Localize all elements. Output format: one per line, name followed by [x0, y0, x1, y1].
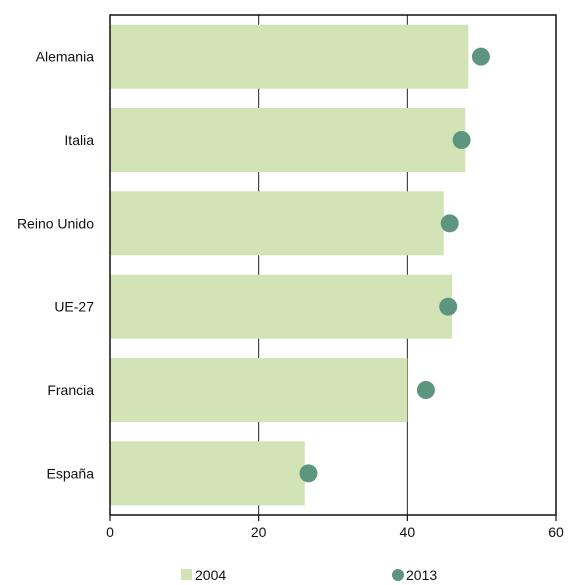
bar-2004 — [110, 358, 408, 422]
dot-2013 — [471, 47, 490, 66]
bar-2004 — [110, 191, 444, 256]
legend-swatch-2004 — [181, 569, 192, 580]
plot-frame — [109, 14, 557, 516]
legend-swatch-2013 — [392, 569, 404, 581]
bars-2004 — [110, 24, 469, 506]
gridlines — [258, 15, 408, 515]
x-axis-ticks: 0 20 40 60 — [106, 515, 564, 540]
dot-2013 — [439, 297, 458, 316]
dot-2013 — [299, 464, 318, 483]
category-labels: Alemania Italia Reino Unido UE-27 Francia Esp… — [17, 49, 94, 482]
category-label: Francia — [47, 382, 94, 398]
x-tick-label: 60 — [548, 524, 564, 540]
category-label: UE-27 — [54, 299, 94, 315]
x-tick-label: 20 — [251, 524, 267, 540]
legend-label-2013: 2013 — [406, 567, 437, 583]
legend-label-2004: 2004 — [195, 567, 226, 583]
category-label: Alemania — [36, 49, 95, 65]
bar-2004 — [110, 441, 305, 506]
bar-2004 — [110, 108, 466, 172]
category-label: Italia — [64, 132, 94, 148]
bar-2004 — [110, 274, 452, 339]
legend: 2004 2013 — [181, 567, 437, 583]
dot-2013 — [440, 214, 459, 233]
dot-2013 — [416, 381, 435, 399]
category-label: España — [47, 465, 95, 481]
x-tick-label: 0 — [106, 524, 114, 540]
x-tick-label: 40 — [400, 524, 416, 540]
dot-2013 — [452, 131, 471, 149]
bar-2004 — [110, 24, 469, 89]
dots-2013 — [299, 47, 490, 483]
category-label: Reino Unido — [17, 215, 94, 231]
